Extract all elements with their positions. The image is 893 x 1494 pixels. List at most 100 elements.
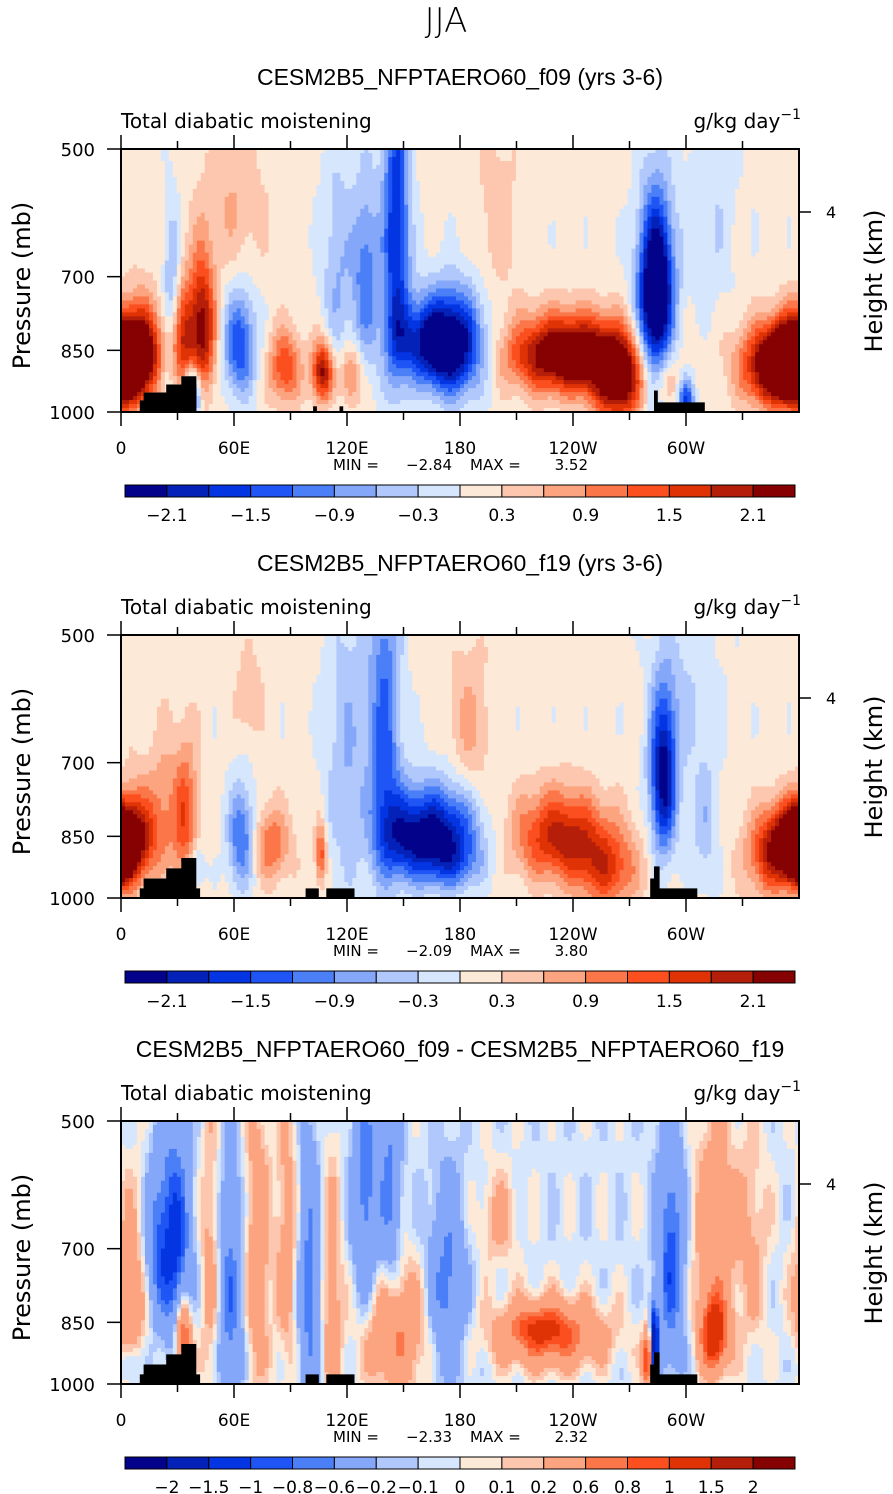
contour-cell [352,746,369,752]
contour-cell [631,388,637,393]
contour-cell [751,248,760,254]
contour-cell [196,384,202,389]
contour-cell [276,340,290,345]
contour-cell [360,212,373,218]
contour-cell [384,284,389,290]
contour-cell [615,718,625,724]
contour-cell [711,770,720,776]
contour-cell [164,168,174,174]
contour-cell [647,372,653,377]
contour-cell [204,248,214,254]
contour-cell [436,368,457,373]
contour-cell [755,312,776,317]
contour-cell [787,320,800,325]
contour-cell [679,336,684,341]
contour-cell [483,388,493,393]
contour-cell [156,384,162,389]
contour-cell [228,360,238,365]
contour-cell [328,396,333,401]
contour-cell [121,272,126,278]
contour-cell [152,372,158,377]
contour-cell [531,364,537,369]
contour-cell [735,212,752,218]
contour-cell [396,758,401,764]
contour-cell [412,682,453,688]
contour-cell [651,200,661,206]
contour-cell [384,300,389,305]
contour-cell [531,408,545,413]
contour-cell [400,236,405,242]
contour-cell [180,220,190,226]
contour-cell [707,766,724,772]
contour-cell [420,710,453,716]
contour-cell [675,320,680,325]
contour-cell [352,750,369,756]
contour-cell [495,268,509,274]
contour-cell [475,722,489,728]
contour-cell [695,710,728,716]
contour-cell [344,706,353,712]
contour-cell [667,232,672,238]
contour-cell [452,674,485,680]
contour-cell [232,228,270,234]
contour-cell [356,320,361,325]
contour-cell [196,280,206,286]
contour-cell [635,348,641,353]
contour-cell [264,328,274,333]
contour-cell [583,216,589,222]
contour-cell [715,654,800,660]
contour-cell [400,296,405,302]
contour-cell [647,196,653,202]
contour-cell [204,352,210,357]
contour-cell [763,336,768,341]
contour-cell [695,682,728,688]
contour-cell [208,284,214,290]
contour-cell [180,324,186,329]
contour-cell [420,180,481,186]
contour-cell [404,216,409,222]
contour-cell [739,384,752,389]
contour-cell [376,694,381,700]
contour-cell [328,380,333,385]
contour-cell [487,324,493,329]
contour-cell [376,706,389,712]
contour-cell [260,376,266,381]
contour-cell [176,296,182,302]
contour-cell [615,224,637,230]
contour-cell [180,200,190,206]
contour-cell [400,164,405,170]
contour-cell [775,324,780,329]
contour-cell [124,762,158,768]
contour-cell [591,790,625,795]
contour-cell [751,706,760,712]
contour-cell [392,296,401,302]
contour-cell [511,288,525,294]
contour-cell [547,316,597,321]
contour-cell [787,404,800,409]
contour-cell [164,252,170,258]
contour-cell [196,376,202,381]
contour-cell [711,786,720,791]
contour-cell [188,368,198,373]
contour-cell [152,304,158,309]
contour-cell [404,256,409,262]
contour-cell [647,264,668,270]
contour-cell [619,260,633,266]
contour-cell [404,212,409,218]
contour-cell [392,160,401,166]
contour-cell [312,380,318,385]
contour-cell [256,372,262,377]
contour-cell [164,296,170,302]
contour-cell [667,746,672,752]
contour-cell [655,690,672,696]
contour-cell [160,754,194,760]
contour-cell [671,790,676,795]
contour-cell [647,152,668,158]
contour-cell [152,296,162,302]
contour-cell [388,706,393,712]
contour-cell [452,388,461,393]
contour-cell [344,352,357,357]
contour-cell [400,778,413,784]
contour-cell [388,400,401,405]
contour-cell [412,208,421,214]
